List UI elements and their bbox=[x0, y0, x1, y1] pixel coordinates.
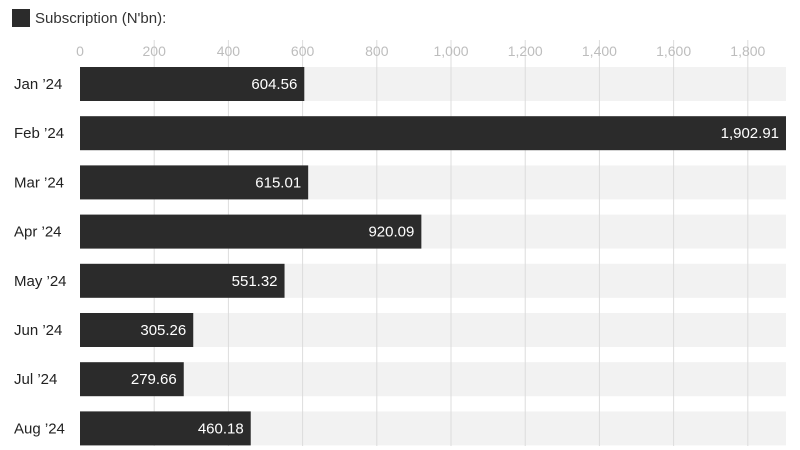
category-label: Jun ’24 bbox=[14, 322, 62, 339]
bar-value-label: 279.66 bbox=[131, 371, 177, 388]
bars bbox=[80, 67, 786, 446]
bar bbox=[80, 263, 285, 298]
x-tick-label: 400 bbox=[217, 43, 241, 59]
legend-swatch bbox=[12, 9, 30, 27]
bar-value-label: 604.56 bbox=[251, 76, 297, 93]
x-tick-label: 1,600 bbox=[656, 43, 691, 59]
bar-value-label: 305.26 bbox=[140, 322, 186, 339]
category-band bbox=[80, 362, 786, 397]
category-label: Feb ’24 bbox=[14, 125, 64, 142]
category-label: Apr ’24 bbox=[14, 224, 62, 241]
bar bbox=[80, 214, 422, 249]
x-tick-label: 600 bbox=[291, 43, 315, 59]
bar-value-label: 920.09 bbox=[368, 224, 414, 241]
legend-label: Subscription (N'bn): bbox=[35, 10, 166, 27]
x-axis-tick-labels: 0 200 400 600 800 1,000 1,200 1,400 1,600 1,800 bbox=[76, 43, 765, 59]
x-tick-label: 1,400 bbox=[582, 43, 617, 59]
category-labels: Jan ’24 Feb ’24 Mar ’24 Apr ’24 May ’24 Jun ’… bbox=[14, 76, 67, 437]
category-label: May ’24 bbox=[14, 273, 67, 290]
category-label: Jan ’24 bbox=[14, 76, 62, 93]
bar bbox=[80, 116, 786, 151]
bar-value-label: 615.01 bbox=[255, 174, 301, 191]
category-label: Aug ’24 bbox=[14, 420, 65, 437]
bar bbox=[80, 362, 184, 397]
category-label: Mar ’24 bbox=[14, 174, 64, 191]
x-tick-label: 1,000 bbox=[433, 43, 468, 59]
x-tick-label: 1,800 bbox=[730, 43, 765, 59]
bar bbox=[80, 165, 309, 200]
category-label: Jul ’24 bbox=[14, 371, 57, 388]
category-band bbox=[80, 313, 786, 347]
x-tick-label: 200 bbox=[143, 43, 167, 59]
bar bbox=[80, 411, 251, 446]
x-tick-label: 1,200 bbox=[508, 43, 543, 59]
x-tick-label: 0 bbox=[76, 43, 84, 59]
value-labels: 604.56 1,902.91 615.01 920.09 551.32 305.26 27… bbox=[131, 76, 779, 437]
x-tick-label: 800 bbox=[365, 43, 389, 59]
bar-value-label: 1,902.91 bbox=[721, 125, 779, 142]
bar-value-label: 460.18 bbox=[198, 420, 244, 437]
bar-value-label: 551.32 bbox=[232, 273, 278, 290]
bar bbox=[80, 313, 194, 347]
bar bbox=[80, 67, 305, 101]
legend: Subscription (N'bn): bbox=[12, 9, 166, 27]
